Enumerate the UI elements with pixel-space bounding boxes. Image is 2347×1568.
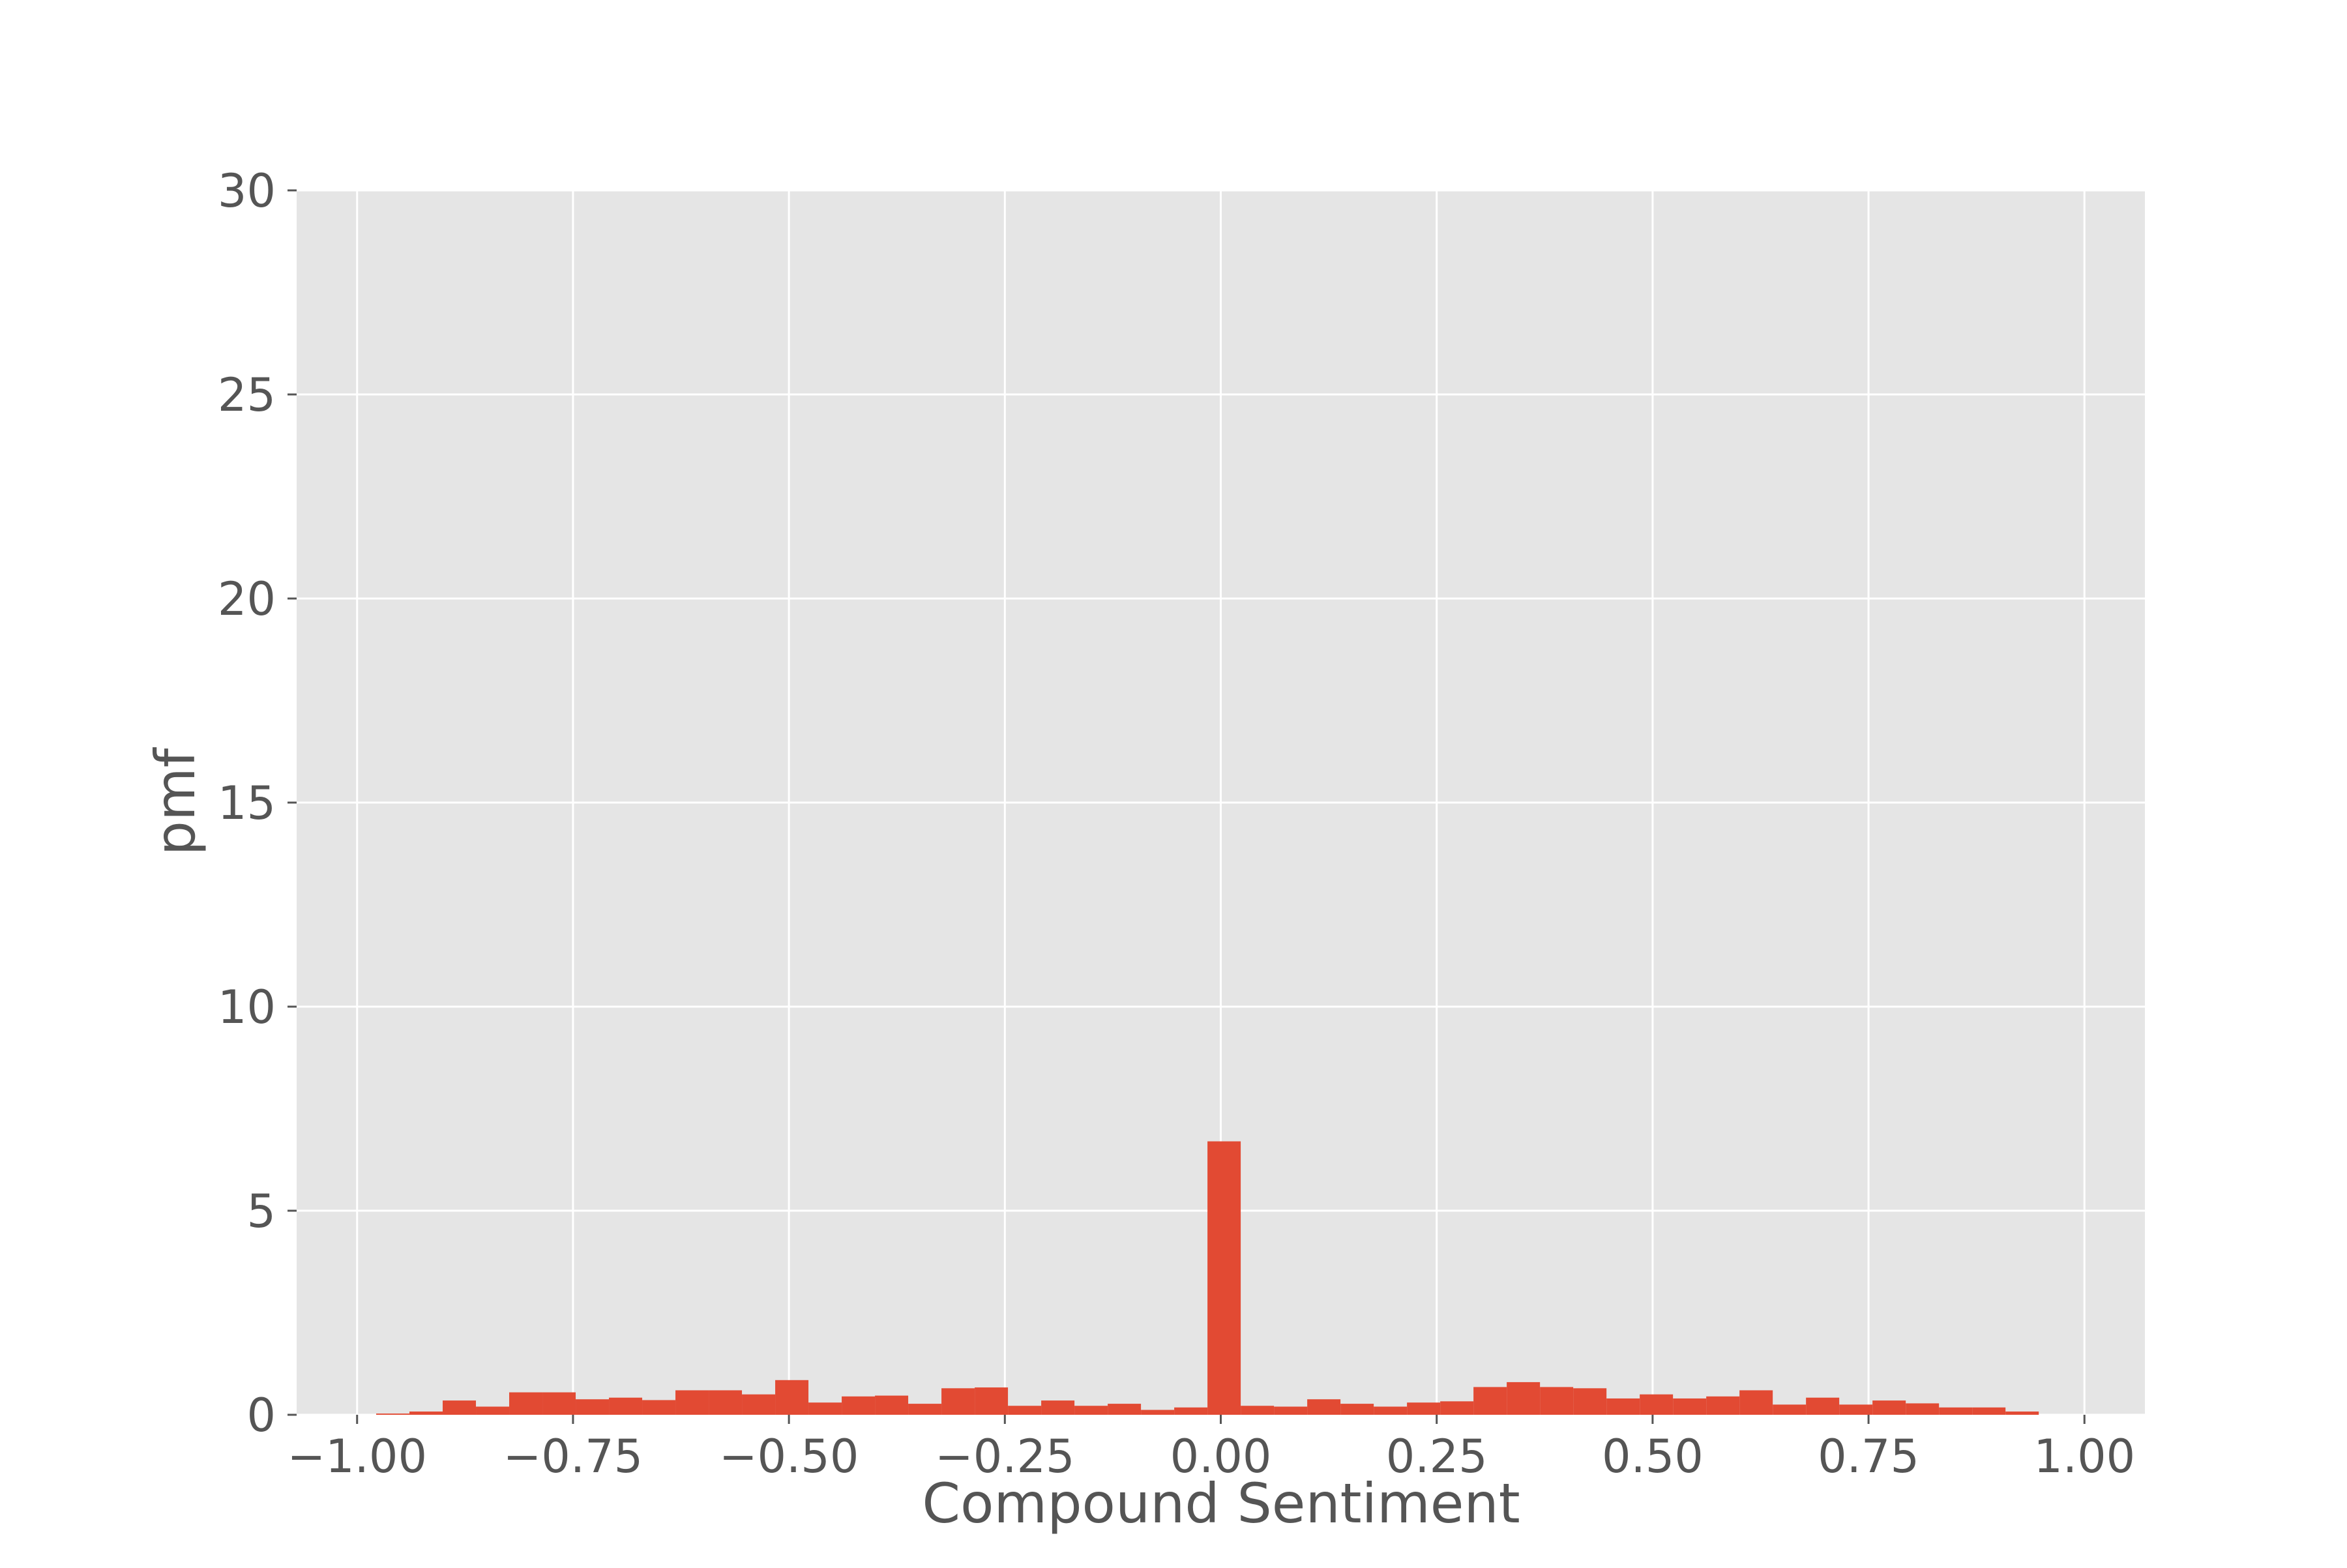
histogram-bar	[576, 1399, 610, 1415]
histogram-bar	[1773, 1404, 1807, 1415]
y-tick-label: 5	[246, 1185, 276, 1238]
histogram-bar	[1706, 1396, 1740, 1415]
histogram-bar	[1640, 1394, 1674, 1415]
histogram-bar	[1440, 1401, 1474, 1415]
histogram-bar	[476, 1406, 510, 1415]
histogram-bar	[1108, 1404, 1142, 1415]
y-tick-label: 10	[218, 981, 276, 1034]
histogram-bar	[1307, 1399, 1341, 1415]
histogram-bar	[1606, 1398, 1640, 1415]
histogram-bar	[908, 1404, 942, 1415]
histogram-bar	[542, 1392, 576, 1415]
histogram-bar	[609, 1397, 643, 1415]
x-tick-label: 0.75	[1818, 1430, 1919, 1483]
y-tick-label: 0	[246, 1389, 276, 1442]
histogram-bar	[1872, 1400, 1906, 1415]
axis-ticks: −1.00 −0.75 −0.50 −0.25 0.00 0.25 0.50 0.75 1.00…	[218, 164, 2135, 1483]
histogram-bar	[1207, 1141, 1241, 1415]
histogram-bar	[975, 1387, 1009, 1415]
histogram-bar	[642, 1400, 676, 1415]
histogram-bar	[1473, 1387, 1507, 1415]
histogram-bar	[1008, 1406, 1042, 1415]
x-tick-label: 1.00	[2033, 1430, 2135, 1483]
histogram-bar	[875, 1395, 909, 1415]
histogram-bar	[1174, 1407, 1208, 1415]
histogram-bar	[1041, 1400, 1075, 1415]
histogram-bar	[709, 1390, 743, 1415]
histogram-bar	[1573, 1388, 1607, 1415]
histogram-bar	[842, 1396, 876, 1415]
histogram-bar	[1939, 1407, 1973, 1415]
histogram-bar	[742, 1394, 776, 1415]
histogram-bar	[1340, 1404, 1374, 1415]
histogram-bar	[376, 1413, 410, 1415]
histogram-bar	[1241, 1406, 1275, 1415]
histogram-bar	[1739, 1390, 1773, 1415]
x-tick-label: −0.50	[719, 1430, 859, 1483]
histogram-bar	[1374, 1406, 1408, 1415]
histogram-bar	[1673, 1398, 1707, 1415]
histogram-bar	[1074, 1406, 1108, 1415]
histogram-bar	[1972, 1407, 2006, 1415]
x-tick-label: 0.25	[1386, 1430, 1488, 1483]
histogram-bar	[409, 1411, 443, 1415]
y-tick-label: 20	[218, 572, 276, 626]
histogram-bar	[675, 1390, 709, 1415]
y-tick-label: 30	[218, 164, 276, 218]
histogram-bar	[1141, 1410, 1175, 1415]
histogram-bar	[443, 1400, 477, 1415]
x-tick-label: −1.00	[287, 1430, 427, 1483]
histogram-bar	[1507, 1382, 1541, 1415]
histogram-bar	[1407, 1402, 1441, 1415]
x-tick-label: 0.00	[1170, 1430, 1272, 1483]
y-axis-label: pmf	[143, 747, 207, 855]
histogram-bar	[941, 1388, 975, 1415]
y-tick-label: 25	[218, 368, 276, 422]
x-tick-label: −0.75	[503, 1430, 643, 1483]
bars	[376, 1141, 2039, 1415]
y-tick-label: 15	[218, 777, 276, 830]
histogram-bar	[775, 1380, 809, 1415]
histogram-bar	[509, 1392, 543, 1415]
histogram-bar	[2005, 1411, 2039, 1415]
histogram-bar	[1806, 1397, 1840, 1415]
x-tick-label: −0.25	[935, 1430, 1075, 1483]
x-tick-label: 0.50	[1602, 1430, 1704, 1483]
histogram-bar	[1274, 1406, 1308, 1415]
histogram-bar	[1540, 1387, 1574, 1415]
histogram-bar	[1839, 1404, 1873, 1415]
histogram-bar	[1906, 1403, 1940, 1415]
histogram-bar	[808, 1402, 842, 1415]
x-axis-label: Compound Sentiment	[922, 1472, 1520, 1535]
